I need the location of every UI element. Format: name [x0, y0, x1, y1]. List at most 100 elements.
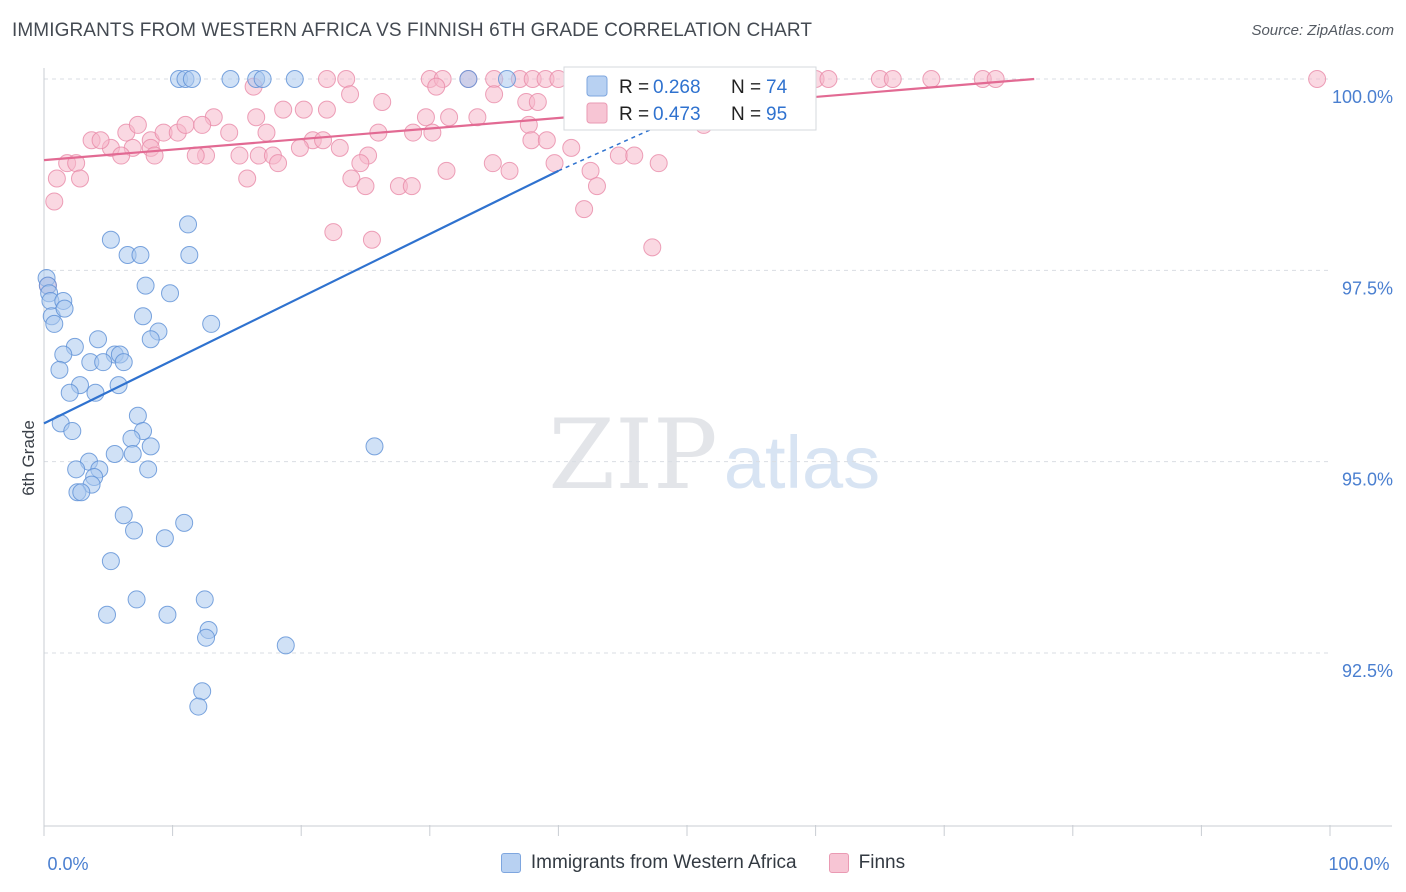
finns-point	[427, 77, 446, 96]
western-africa-point	[253, 70, 272, 88]
western-africa-point	[139, 460, 158, 479]
finns-point	[986, 70, 1005, 88]
western-africa-point	[202, 314, 221, 333]
western-africa-point	[54, 345, 73, 364]
legend-item-western-africa[interactable]: Immigrants from Western Africa	[500, 852, 797, 874]
legend-swatch-blue	[586, 75, 608, 97]
western-africa-point	[134, 307, 153, 326]
finns-point	[91, 131, 110, 150]
finns-point	[47, 169, 66, 188]
legend-blue-n-label: N =	[731, 77, 766, 98]
finns-point	[440, 108, 459, 127]
western-africa-point	[155, 529, 174, 548]
finns-point	[71, 169, 90, 188]
western-africa-point	[50, 360, 69, 379]
finns-point	[341, 85, 360, 104]
finns-point	[186, 146, 205, 165]
finns-point	[649, 154, 668, 173]
western-africa-point	[105, 445, 124, 464]
trend-line-western-africa	[43, 169, 559, 425]
axes: 92.5% 95.0% 97.5% 100.0%	[43, 68, 1393, 836]
finns-point	[269, 154, 288, 173]
x-tick-label-max: 100.0%	[1328, 854, 1389, 874]
western-africa-point	[94, 353, 113, 372]
western-africa-point	[125, 521, 144, 540]
finns-point	[45, 192, 64, 211]
finns-point	[324, 223, 343, 242]
y-axis-label: 6th Grade	[19, 420, 38, 496]
finns-point	[643, 238, 662, 257]
finns-point	[356, 177, 375, 196]
finns-point	[404, 123, 423, 142]
western-africa-point	[101, 230, 120, 249]
western-africa-point	[175, 513, 194, 532]
finns-point	[416, 108, 435, 127]
western-africa-point	[141, 330, 160, 349]
finns-point	[402, 177, 421, 196]
legend-swatch-pink	[586, 102, 608, 124]
western-africa-point	[136, 276, 155, 295]
finns-point	[176, 115, 195, 134]
western-africa-point	[182, 70, 201, 88]
legend-swatch-finns	[828, 853, 849, 873]
finns-point	[362, 230, 381, 249]
legend-pink-n-label: N =	[731, 104, 766, 125]
trend-lines	[43, 77, 1035, 425]
legend-item-finns[interactable]: Finns	[828, 852, 906, 874]
correlation-legend: R = 0.268 N = 74 R = 0.473 N = 95	[563, 66, 817, 131]
finns-point	[373, 92, 392, 111]
western-africa-point	[128, 406, 147, 425]
watermark-zip: ZIP	[548, 399, 717, 511]
finns-point	[274, 100, 293, 119]
finns-point	[257, 123, 276, 142]
finns-point	[883, 70, 902, 88]
finns-point	[342, 169, 361, 188]
legend-label-finns: Finns	[858, 852, 906, 873]
legend-pink-r-value: 0.473	[653, 104, 701, 125]
western-africa-point	[98, 605, 117, 624]
finns-point	[1308, 70, 1327, 88]
finns-point	[220, 123, 239, 142]
gridlines	[44, 78, 1330, 654]
western-africa-point	[193, 682, 212, 701]
finns-point	[528, 92, 547, 111]
finns-point	[485, 85, 504, 104]
finns-point	[575, 200, 594, 219]
legend-pink-r-label: R =	[619, 104, 654, 125]
finns-point	[351, 154, 370, 173]
finns-point	[330, 138, 349, 157]
y-tick-label: 92.5%	[1342, 661, 1393, 681]
watermark-atlas: atlas	[724, 421, 880, 504]
western-africa-points	[37, 70, 516, 716]
western-africa-point	[72, 483, 91, 502]
finns-point	[290, 138, 309, 157]
western-africa-point	[180, 246, 199, 265]
finns-point	[112, 146, 131, 165]
finns-point	[337, 70, 356, 88]
western-africa-point	[221, 70, 240, 88]
bottom-legend: Immigrants from Western Africa Finns	[0, 852, 1406, 874]
western-africa-point	[114, 353, 133, 372]
western-africa-point	[109, 376, 128, 395]
western-africa-point	[365, 437, 384, 456]
finns-point	[294, 100, 313, 119]
finns-point	[581, 161, 600, 180]
finns-point	[922, 70, 941, 88]
finns-point	[587, 177, 606, 196]
western-africa-point	[179, 215, 198, 234]
finns-point	[609, 146, 628, 165]
western-africa-point	[276, 636, 295, 655]
finns-point	[317, 70, 336, 88]
western-africa-point	[122, 429, 141, 448]
finns-point	[247, 108, 266, 127]
finns-point	[537, 131, 556, 150]
y-tick-label: 97.5%	[1342, 278, 1393, 298]
finns-point	[500, 161, 519, 180]
western-africa-point	[131, 246, 150, 265]
trend-line-western-africa-extension	[558, 124, 662, 172]
western-africa-point	[60, 383, 79, 402]
legend-blue-r-value: 0.268	[653, 77, 701, 98]
trend-line-finns	[43, 77, 1035, 162]
finns-point	[562, 138, 581, 157]
finns-point	[128, 115, 147, 134]
